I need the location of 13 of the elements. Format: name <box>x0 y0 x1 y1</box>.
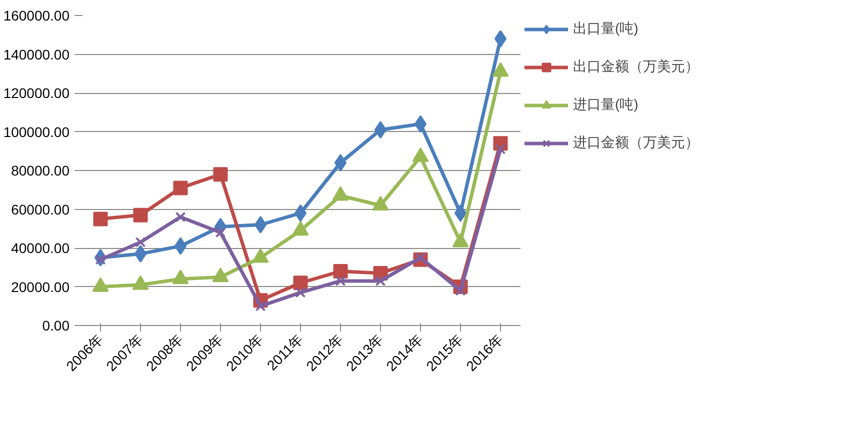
y-tick-label: 80000.00 <box>11 162 70 178</box>
y-tick-label: 40000.00 <box>11 240 70 256</box>
y-tick-label: 140000.00 <box>3 46 70 62</box>
y-tick-label: 120000.00 <box>3 85 70 101</box>
y-tick-label: 60000.00 <box>11 201 70 218</box>
legend-label: 出口金额（万美元） <box>573 58 699 76</box>
y-tick-label: 20000.00 <box>11 278 70 295</box>
y-tick-label: 100000.00 <box>3 124 70 140</box>
legend-label: 出口量(吨) <box>573 20 638 38</box>
y-tick-label: 160000.00 <box>3 8 70 24</box>
y-tick-label: 0.00 <box>42 318 70 334</box>
legend-label: 进口量(吨) <box>573 96 638 114</box>
legend-label: 进口金额（万美元） <box>573 134 699 152</box>
